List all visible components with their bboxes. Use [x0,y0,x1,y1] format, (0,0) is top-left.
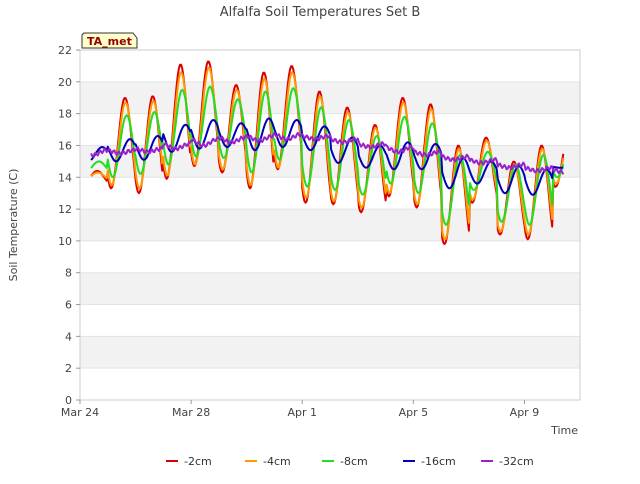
y-axis-ticks: 0 2 4 6 8 10 12 14 16 18 20 22 [58,44,80,407]
x-tick-label: Apr 9 [510,406,540,419]
badge-text: TA_met [87,35,132,48]
station-badge: TA_met [81,32,138,49]
chart-title: Alfalfa Soil Temperatures Set B [220,5,421,20]
legend-label: -32cm [499,455,534,468]
y-tick-label: 10 [58,235,72,248]
x-tick-label: Apr 5 [399,406,429,419]
y-tick-label: 14 [58,171,72,184]
y-tick-label: 18 [58,108,72,121]
grid-band [80,81,580,114]
y-tick-label: 6 [65,299,72,312]
y-tick-label: 22 [58,44,72,57]
y-axis-label: Soil Temperature (C) [7,169,20,282]
y-tick-label: 12 [58,203,72,216]
grid-band [80,272,580,305]
series-line-minus-16cm [90,117,564,196]
x-axis-ticks: Mar 24 Mar 28 Apr 1 Apr 5 Apr 9 [61,400,539,419]
series-line-minus-32cm [90,131,565,175]
x-tick-label: Apr 1 [287,406,317,419]
legend: -2cm -4cm -8cm -16cm -32cm [166,455,534,468]
x-tick-label: Mar 24 [61,406,99,419]
legend-label: -2cm [184,455,212,468]
legend-label: -8cm [340,455,368,468]
legend-label: -16cm [421,455,456,468]
grid-band [80,336,580,369]
series-lines [90,60,565,246]
plot-frame [79,49,581,401]
badge-box [81,32,138,49]
y-tick-label: 0 [65,394,72,407]
series-line-minus-4cm [90,66,565,240]
y-tick-label: 2 [65,362,72,375]
x-tick-label: Mar 28 [172,406,210,419]
legend-label: -4cm [263,455,291,468]
x-axis-label: Time [550,424,578,437]
y-tick-label: 16 [58,139,72,152]
series-line-minus-8cm [90,85,565,226]
y-tick-label: 4 [65,330,72,343]
y-tick-label: 8 [65,267,72,280]
y-tick-label: 20 [58,76,72,89]
